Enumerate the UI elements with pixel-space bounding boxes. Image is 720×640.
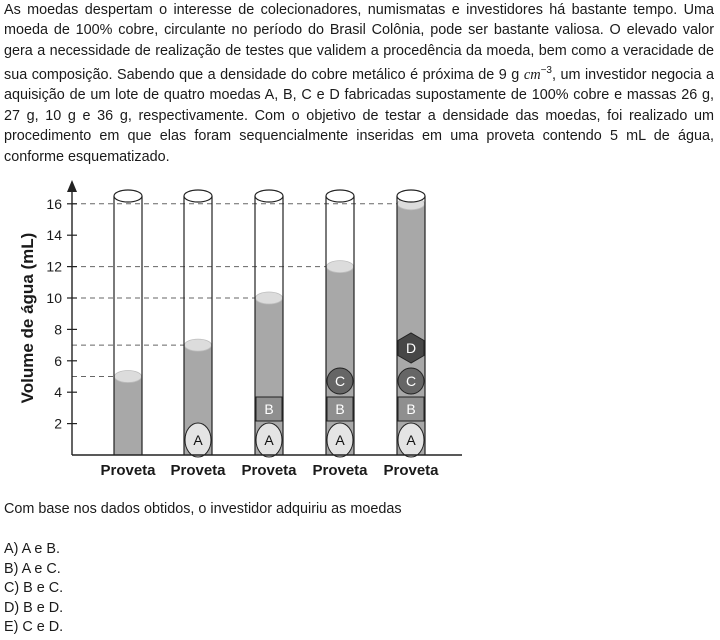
cylinder-label: Proveta [312,462,368,479]
cylinder-rim [396,189,426,203]
y-tick-label: 10 [46,290,62,306]
cylinder-label: Proveta [170,462,226,479]
cylinder-rim [183,189,213,203]
water-meniscus [184,338,212,352]
coin-c [326,367,354,395]
unit-exponent: −3 [540,65,552,77]
coin-a [397,422,425,458]
y-tick-label: 14 [46,227,62,243]
water-column [114,376,142,455]
coin-b [255,396,283,422]
density-unit: cm−3 [523,65,552,84]
cylinder-rim [113,189,143,203]
coin-a [184,422,212,458]
question-statement: As moedas despertam o interesse de colec… [4,0,714,167]
unit-base: cm [523,67,541,84]
option-c[interactable]: C) B e C. [4,580,64,597]
coin-letter-c: C [406,373,416,389]
option-a[interactable]: A) A e B. [4,541,60,557]
coin-letter-a: A [335,432,345,448]
answer-options: A) A e B. B) A e C. C) B e C. D) B e D. … [4,540,63,638]
graduated-cylinder: A Proveta [170,189,226,479]
cylinder-label: Proveta [383,462,439,479]
graduated-cylinder: ABC D Proveta [383,189,439,479]
coin-c [397,367,425,395]
y-tick-label: 16 [46,196,62,212]
cylinder-rim [325,189,355,203]
cylinder-label: Proveta [241,462,297,479]
water-meniscus [255,291,283,305]
y-tick-label: 6 [54,353,62,369]
coin-a [326,422,354,458]
graduated-cylinder: ABC Proveta [312,189,368,479]
coin-letter-b: B [406,401,415,417]
coin-letter-a: A [264,432,274,448]
option-b[interactable]: B) A e C. [4,560,61,577]
option-e[interactable]: E) C e D. [4,619,64,636]
water-meniscus [326,260,354,273]
coin-letter-a: A [193,432,203,448]
y-tick-label: 2 [54,416,62,432]
question-prompt: Com base nos dados obtidos, o investidor… [4,501,402,517]
cylinder-label: Proveta [100,462,156,479]
graduated-cylinder: Proveta [100,189,156,479]
y-tick-label: 12 [46,259,62,275]
coin-a [255,422,283,458]
y-axis-title: Volume de água (mL) [18,233,37,404]
coin-d [397,332,425,364]
statement-text-part2: , um investidor negocia a aquisição de u… [4,67,714,165]
coin-b [326,396,354,422]
coin-letter-a: A [406,432,416,448]
coin-letter-b: B [335,401,344,417]
cylinder-rim [254,189,284,203]
coin-b [397,396,425,422]
option-d[interactable]: D) B e D. [4,599,64,616]
y-tick-label: 4 [54,384,62,400]
y-tick-label: 8 [54,321,62,337]
graduated-cylinders-diagram: ProvetaAProvetaABProvetaABCProvetaABCDPr… [18,180,462,479]
coin-letter-b: B [264,401,273,417]
coin-letter-d: D [406,340,416,356]
statement-text-part1: As moedas despertam o interesse de colec… [4,2,714,84]
graduated-cylinder: AB Proveta [241,189,297,479]
coin-letter-c: C [335,373,345,389]
water-meniscus [114,370,142,383]
y-axis-arrow [67,180,77,192]
